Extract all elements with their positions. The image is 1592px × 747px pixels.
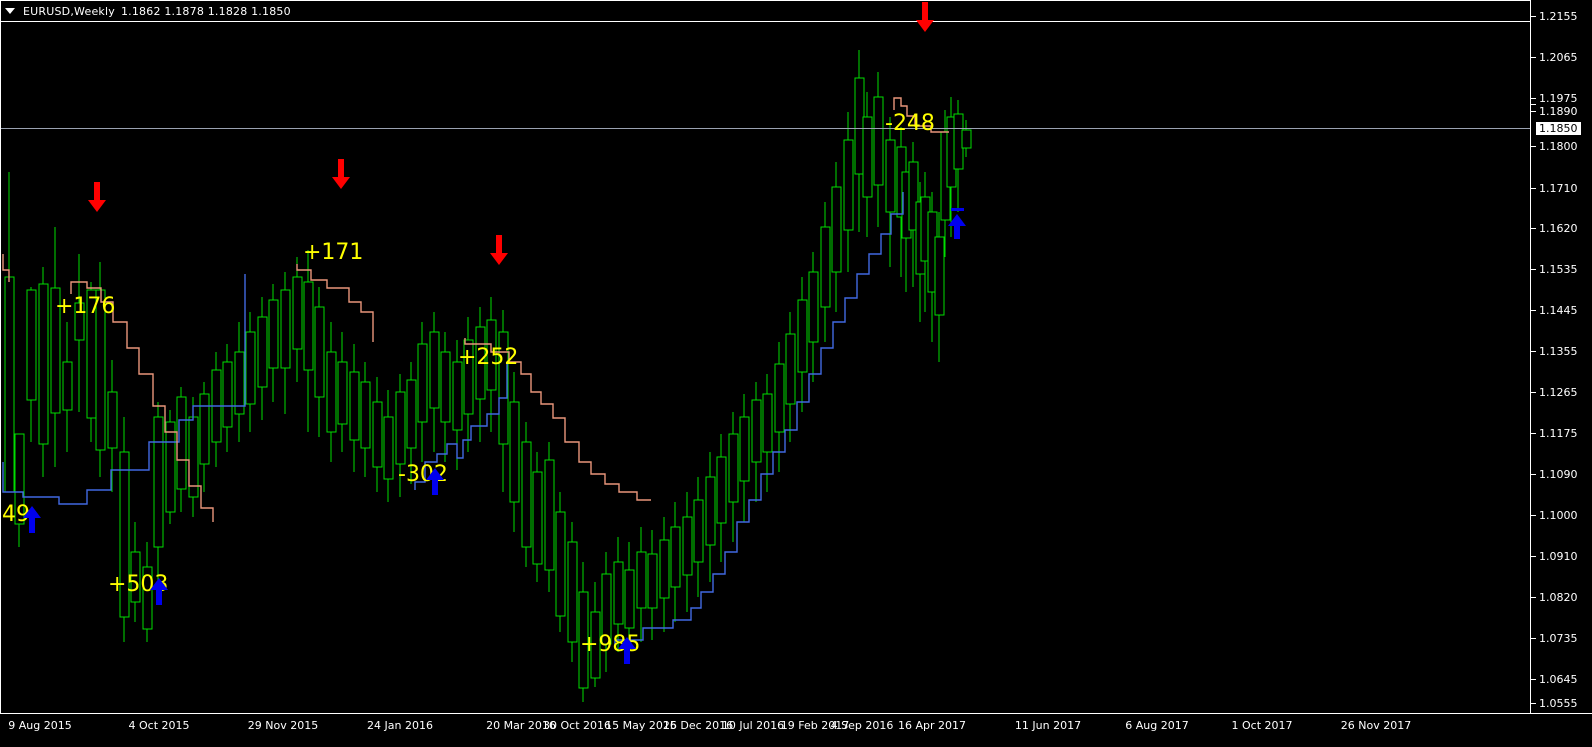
time-label: 26 Nov 2017 xyxy=(1340,719,1412,732)
time-label: 11 Jun 2017 xyxy=(1014,719,1082,732)
price-axis-divider xyxy=(1530,0,1531,713)
price-tick xyxy=(1531,188,1536,189)
price-label: 1.2155 xyxy=(1539,10,1578,23)
trade-label-252: +252 xyxy=(458,345,519,370)
titlebar-divider xyxy=(0,21,1530,22)
sell-arrow-icon xyxy=(490,235,508,265)
price-label: 1.1355 xyxy=(1539,345,1578,358)
time-label: 25 Dec 2016 xyxy=(662,719,734,732)
price-tick xyxy=(1531,98,1536,99)
price-label: 1.0910 xyxy=(1539,550,1578,563)
window-border-left xyxy=(0,0,1,713)
price-label: 1.1620 xyxy=(1539,222,1578,235)
price-label: 1.1445 xyxy=(1539,304,1578,317)
price-tick xyxy=(1531,597,1536,598)
time-label: 6 Aug 2017 xyxy=(1125,719,1189,732)
price-tick xyxy=(1531,351,1536,352)
buy-arrow-icon xyxy=(23,506,41,533)
price-label: 1.1975 xyxy=(1539,92,1578,105)
triangle-down-icon[interactable] xyxy=(5,8,15,14)
price-tick xyxy=(1531,310,1536,311)
trade-label-248: -248 xyxy=(885,111,935,136)
price-tick xyxy=(1531,433,1536,434)
price-tick xyxy=(1531,228,1536,229)
time-label: 29 Nov 2015 xyxy=(247,719,319,732)
price-tick xyxy=(1531,104,1536,105)
candlestick-series xyxy=(4,50,972,702)
price-tick xyxy=(1531,474,1536,475)
time-label: 9 Aug 2015 xyxy=(8,719,72,732)
time-label: 1 Oct 2017 xyxy=(1231,719,1293,732)
time-axis-divider xyxy=(0,713,1592,714)
price-series-svg xyxy=(2,50,972,702)
sell-arrow-icon xyxy=(916,2,934,32)
time-label: 20 Mar 2016 xyxy=(486,719,556,732)
current-price-label: 1.1850 xyxy=(1536,122,1581,135)
price-label: 1.1265 xyxy=(1539,386,1578,399)
current-price-line xyxy=(1,128,1530,129)
chart-plot-area[interactable] xyxy=(1,22,1530,713)
time-label: 30 Oct 2016 xyxy=(542,719,612,732)
price-label: 1.0735 xyxy=(1539,632,1578,645)
window-border-top xyxy=(0,0,1592,1)
price-label: 1.1535 xyxy=(1539,263,1578,276)
price-tick xyxy=(1531,679,1536,680)
time-label: 10 Jul 2016 xyxy=(721,719,785,732)
price-tick xyxy=(1531,269,1536,270)
time-label: 15 May 2016 xyxy=(605,719,677,732)
time-label: 24 Jan 2016 xyxy=(367,719,433,732)
price-tick xyxy=(1531,16,1536,17)
price-label: 1.0555 xyxy=(1539,697,1578,710)
buy-arrow-icon xyxy=(426,468,444,495)
price-label: 1.1710 xyxy=(1539,182,1578,195)
sell-arrow-icon xyxy=(88,182,106,212)
price-label: 1.1175 xyxy=(1539,427,1578,440)
time-label: 19 Feb 2017 xyxy=(780,719,850,732)
sell-arrow-icon xyxy=(332,159,350,189)
trade-label-49: 49 xyxy=(2,502,30,527)
time-axis[interactable]: 9 Aug 2015 4 Oct 2015 29 Nov 2015 24 Jan… xyxy=(0,714,1592,747)
price-tick xyxy=(1531,515,1536,516)
price-axis[interactable]: 1.2155 1.2065 1.1975 1.1890 1.1850 1.180… xyxy=(1531,0,1592,713)
price-label: 1.0645 xyxy=(1539,673,1578,686)
buy-arrow-icon xyxy=(948,208,966,239)
price-label: 1.1000 xyxy=(1539,509,1578,522)
time-label: 4 Oct 2015 xyxy=(128,719,190,732)
supertrend-uptrend-line xyxy=(2,192,904,646)
trade-label-171: +171 xyxy=(303,240,364,265)
price-label: 1.1800 xyxy=(1539,140,1578,153)
price-label: 1.2065 xyxy=(1539,51,1578,64)
price-tick xyxy=(1531,111,1536,112)
time-label: 4 Sep 2016 xyxy=(830,719,894,732)
price-tick xyxy=(1531,392,1536,393)
price-label: 1.1090 xyxy=(1539,468,1578,481)
price-label: 1.0820 xyxy=(1539,591,1578,604)
buy-arrow-icon xyxy=(618,637,636,664)
symbol-period-label: EURUSD,Weekly xyxy=(23,4,115,18)
price-tick xyxy=(1531,556,1536,557)
chart-titlebar: EURUSD,Weekly 1.1862 1.1878 1.1828 1.185… xyxy=(0,2,1530,20)
price-label: 1.1890 xyxy=(1539,105,1578,118)
time-label: 16 Apr 2017 xyxy=(897,719,967,732)
price-tick xyxy=(1531,638,1536,639)
price-tick xyxy=(1531,57,1536,58)
price-tick xyxy=(1531,146,1536,147)
price-tick xyxy=(1531,703,1536,704)
trade-label-176: +176 xyxy=(55,294,116,319)
buy-arrow-icon xyxy=(150,578,168,605)
ohlc-values-label: 1.1862 1.1878 1.1828 1.1850 xyxy=(120,4,291,18)
